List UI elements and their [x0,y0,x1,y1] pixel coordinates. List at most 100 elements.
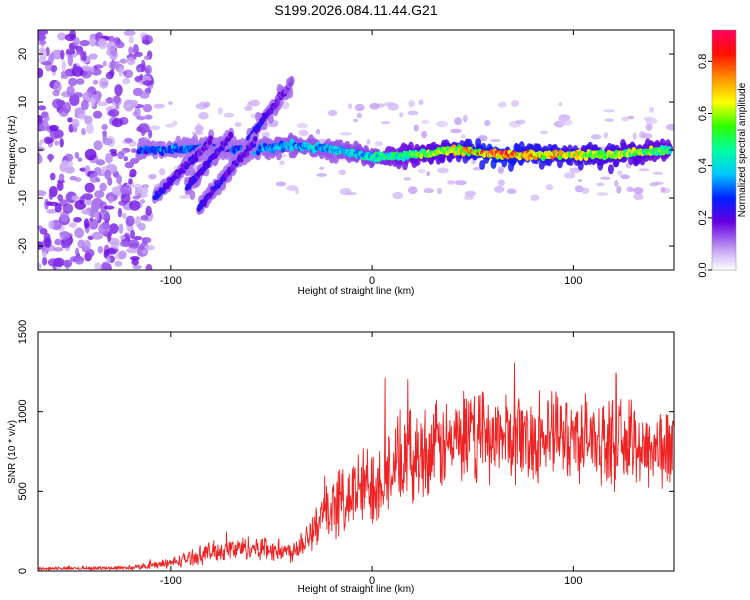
spectral-halo-cell [577,160,584,171]
noise-cell [92,79,99,85]
noise-cell [64,153,74,162]
noise-cell [134,106,141,119]
noise-cell [141,39,151,45]
noise-cell [392,191,404,200]
spectrogram-x-label: Height of straight line (km) [298,286,415,297]
spectral-cell [245,151,250,157]
noise-cell [436,120,449,128]
spectral-halo-cell [267,113,274,124]
noise-cell [249,99,261,107]
noise-cell [58,173,65,182]
noise-cell [614,180,619,187]
noise-cell [71,118,80,129]
noise-cell [119,235,126,240]
noise-cell [110,240,120,249]
noise-cell [217,107,223,115]
noise-cell [38,33,47,41]
noise-cell [38,114,44,126]
noise-cell [80,99,89,111]
noise-cell [203,101,211,108]
noise-cell [149,125,161,131]
noise-cell [141,249,147,255]
noise-cell [74,151,80,159]
noise-cell [616,170,623,176]
noise-cell [71,195,80,201]
noise-cell [145,205,152,216]
noise-cell [38,262,42,269]
noise-cell [279,160,285,166]
y-tick-label: 500 [17,482,29,500]
x-tick-label: 100 [564,275,582,287]
noise-cell [353,118,359,123]
noise-cell [421,130,428,139]
noise-cell [137,222,146,231]
noise-cell [136,115,146,121]
noise-cell [86,123,94,135]
noise-cell [132,43,139,55]
noise-cell [603,109,616,113]
noise-cell [616,185,622,194]
noise-cell [52,98,64,109]
noise-cell [106,263,113,270]
noise-cell [348,103,353,110]
y-tick-label: -10 [17,190,29,206]
noise-cell [118,223,124,234]
noise-cell [48,220,55,230]
noise-cell [511,99,520,107]
colorbar-label: Normalized spectral amplitude [737,82,748,217]
noise-cell [38,225,44,231]
noise-cell [49,128,60,140]
noise-cell [108,60,117,70]
noise-cell [57,194,64,202]
noise-cell [118,66,124,77]
noise-cell [101,81,108,87]
noise-cell [119,240,132,248]
noise-cell [49,124,59,132]
noise-cell [80,50,86,61]
noise-cell [139,90,150,99]
noise-cell [115,41,125,49]
noise-cell [54,140,59,146]
noise-cell [105,153,113,164]
noise-cell [90,97,96,107]
colorbar-ticks: 0.0 0.2 0.4 0.6 0.8 [697,54,712,278]
noise-cell [106,41,116,52]
noise-cell [315,128,321,135]
noise-cell [143,55,150,61]
noise-cell [530,194,540,201]
noise-cell [93,190,105,199]
noise-cell [43,115,50,122]
noise-cell [104,169,112,180]
noise-cell [316,173,328,177]
noise-cell [417,168,426,174]
noise-cell [41,250,47,258]
colorbar-frame [711,29,737,271]
noise-cell [129,200,141,211]
noise-cell [66,85,75,97]
noise-cell [74,199,87,210]
noise-cell [123,30,136,36]
noise-cell [93,140,103,151]
noise-cell [49,65,58,72]
y-tick-label: 10 [17,96,29,108]
noise-cell [60,71,66,77]
noise-cell [68,222,77,229]
noise-cell [604,118,615,122]
noise-cell [464,190,477,197]
noise-cell [65,48,76,55]
noise-cell [407,110,419,116]
noise-cell [648,106,655,114]
noise-cell [102,60,107,67]
noise-cell [632,132,637,140]
noise-cell [558,101,563,107]
noise-cell [196,123,202,130]
noise-cell [62,259,73,268]
noise-cell [599,176,611,180]
noise-cell [142,237,148,246]
noise-cell [124,161,134,169]
noise-cell [423,188,434,194]
noise-cell [354,103,365,112]
noise-cell [79,39,90,47]
noise-cell [421,120,430,124]
noise-cell [113,95,121,104]
